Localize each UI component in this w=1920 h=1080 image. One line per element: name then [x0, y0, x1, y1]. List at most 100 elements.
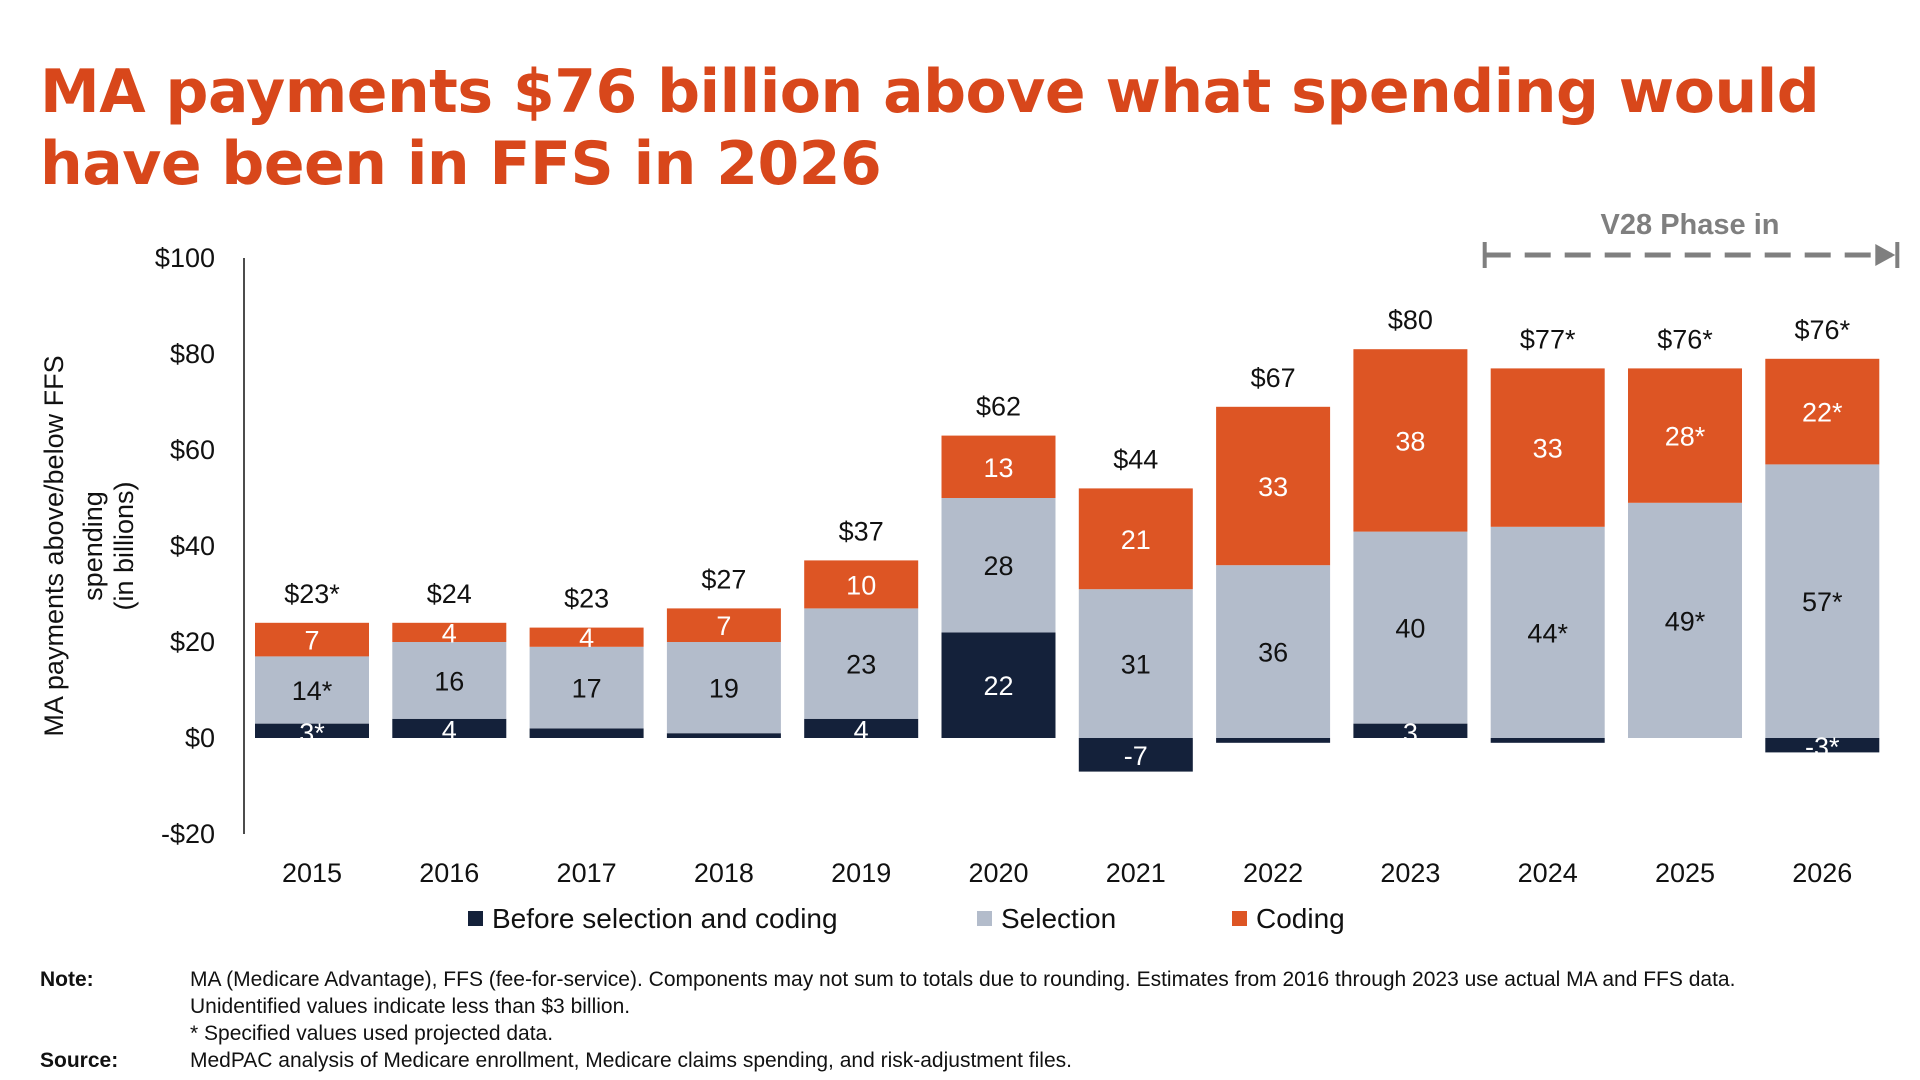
- legend-swatch-selection: [977, 911, 992, 926]
- bar-coding-2023: [1353, 349, 1468, 532]
- total-label-2024: $77*: [1520, 324, 1576, 354]
- segment-label-selection-2017: 17: [572, 674, 602, 704]
- chart-title-line-1: MA payments $76 billion above what spend…: [40, 57, 1820, 127]
- segment-label-selection-2025: 49*: [1665, 606, 1706, 636]
- segment-label-selection-2016: 16: [434, 666, 464, 696]
- y-tick-label: $100: [155, 243, 215, 273]
- bar-before-2023: [1353, 723, 1468, 738]
- segment-label-before-2021: -7: [1124, 741, 1148, 771]
- legend-label-before: Before selection and coding: [492, 903, 838, 934]
- segment-label-coding-2015: 7: [304, 626, 319, 656]
- y-axis-ticks: -$20 $0 $20 $40 $60 $80 $100: [155, 243, 215, 849]
- legend-swatch-before: [468, 911, 483, 926]
- x-tick-label-2017: 2017: [557, 858, 617, 888]
- total-label-2026: $76*: [1795, 315, 1851, 345]
- total-label-2019: $37: [839, 516, 884, 546]
- bar-coding-2018: [666, 608, 781, 642]
- legend-label-selection: Selection: [1001, 903, 1116, 934]
- segment-label-coding-2026: 22*: [1802, 398, 1843, 428]
- note-line-2: Unidentified values indicate less than $…: [190, 995, 631, 1018]
- total-labels: $23* $24 $23 $27 $37 $62 $44 $67 $80 $77* $76* $76*: [284, 305, 1850, 613]
- legend: Before selection and coding Selection Codi…: [468, 903, 1345, 934]
- bar-coding-2022: [1216, 406, 1331, 566]
- segment-label-coding-2019: 10: [846, 570, 876, 600]
- x-tick-label-2026: 2026: [1792, 858, 1852, 888]
- y-tick-label: $40: [170, 531, 215, 561]
- bar-before-2020: [941, 632, 1056, 738]
- v28-phase-annotation: V28 Phase in: [1482, 209, 1900, 268]
- bar-before-2019: [804, 718, 919, 738]
- y-axis-label-line-3: (in billions): [109, 481, 139, 610]
- note-row-1: Note: MA (Medicare Advantage), FFS (fee-…: [40, 966, 1900, 993]
- segment-label-selection-2023: 40: [1395, 614, 1425, 644]
- segment-label-selection-2022: 36: [1258, 638, 1288, 668]
- segment-label-before-2019: 4: [854, 715, 869, 745]
- bar-before-2026: [1765, 738, 1880, 753]
- x-tick-label-2022: 2022: [1243, 858, 1303, 888]
- bars: [255, 349, 1880, 772]
- segment-label-coding-2025: 28*: [1665, 422, 1706, 452]
- bar-before-2015: [255, 723, 369, 738]
- chart-title-line-2: have been in FFS in 2026: [40, 129, 882, 199]
- stacked-bar-chart: MA payments above/below FFS spending (in b…: [39, 209, 1900, 934]
- segment-label-selection-2018: 19: [709, 674, 739, 704]
- bar-before-2017: [529, 728, 644, 738]
- segment-label-coding-2020: 13: [983, 453, 1013, 483]
- segment-label-before-2015: 3*: [299, 718, 325, 748]
- bar-before-2021: [1078, 738, 1193, 772]
- segment-label-selection-2020: 28: [983, 551, 1013, 581]
- segment-label-selection-2015: 14*: [292, 676, 333, 706]
- annotation-label: V28 Phase in: [1601, 209, 1780, 241]
- total-label-2020: $62: [976, 392, 1021, 422]
- total-label-2021: $44: [1113, 444, 1158, 474]
- x-tick-label-2025: 2025: [1655, 858, 1715, 888]
- segment-label-selection-2026: 57*: [1802, 587, 1843, 617]
- total-label-2023: $80: [1388, 305, 1433, 335]
- note-line-1: MA (Medicare Advantage), FFS (fee-for-se…: [190, 968, 1736, 991]
- bar-selection-2025: [1628, 502, 1742, 738]
- total-label-2025: $76*: [1657, 324, 1713, 354]
- note-row-3: * Specified values used projected data.: [40, 1020, 1900, 1047]
- note-line-3: * Specified values used projected data.: [190, 1022, 554, 1045]
- bar-coding-2024: [1490, 368, 1605, 527]
- segment-label-selection-2019: 23: [846, 650, 876, 680]
- bar-coding-2025: [1628, 368, 1742, 503]
- source-text: MedPAC analysis of Medicare enrollment, …: [190, 1049, 1072, 1072]
- legend-label-coding: Coding: [1256, 903, 1345, 934]
- y-tick-label: $20: [170, 627, 215, 657]
- segment-label-coding-2021: 21: [1121, 525, 1151, 555]
- x-axis-ticks: 2015 2016 2017 2018 2019 2020 2021 2022 2023 2024…: [282, 858, 1852, 888]
- bar-coding-2016: [392, 622, 507, 642]
- bar-coding-2026: [1765, 358, 1880, 465]
- bar-selection-2022: [1216, 565, 1331, 738]
- total-label-2018: $27: [701, 564, 746, 594]
- annotation-arrowhead: [1875, 244, 1896, 266]
- total-label-2015: $23*: [284, 579, 340, 609]
- x-tick-label-2024: 2024: [1518, 858, 1578, 888]
- x-tick-label-2016: 2016: [419, 858, 479, 888]
- bar-coding-2017: [529, 627, 644, 647]
- x-tick-label-2015: 2015: [282, 858, 342, 888]
- y-axis-label-line-1: MA payments above/below FFS: [39, 355, 69, 736]
- chart-title: MA payments $76 billion above what spend…: [40, 56, 1840, 200]
- bar-coding-2015: [255, 622, 369, 657]
- bar-coding-2020: [941, 435, 1056, 498]
- segment-label-coding-2023: 38: [1395, 426, 1425, 456]
- y-axis-label-line-2: spending: [78, 491, 108, 601]
- segment-label-selection-2021: 31: [1121, 650, 1151, 680]
- bar-selection-2024: [1490, 526, 1605, 738]
- total-label-2022: $67: [1251, 363, 1296, 393]
- source-row: Source: MedPAC analysis of Medicare enro…: [40, 1047, 1900, 1074]
- note-row-2: Unidentified values indicate less than $…: [40, 993, 1900, 1020]
- segment-label-coding-2022: 33: [1258, 472, 1288, 502]
- x-tick-label-2020: 2020: [968, 858, 1028, 888]
- bar-selection-2018: [666, 642, 781, 734]
- segment-labels: 3*14*7416417419742310222813-731213633340…: [292, 398, 1843, 771]
- y-tick-label: $60: [170, 435, 215, 465]
- segment-label-before-2023: 3: [1403, 718, 1418, 748]
- bar-before-2016: [392, 718, 507, 738]
- segment-label-before-2026: -3*: [1805, 732, 1840, 762]
- bar-selection-2016: [392, 642, 507, 719]
- bar-selection-2017: [529, 646, 644, 729]
- footnotes: Note: MA (Medicare Advantage), FFS (fee-…: [40, 966, 1900, 1074]
